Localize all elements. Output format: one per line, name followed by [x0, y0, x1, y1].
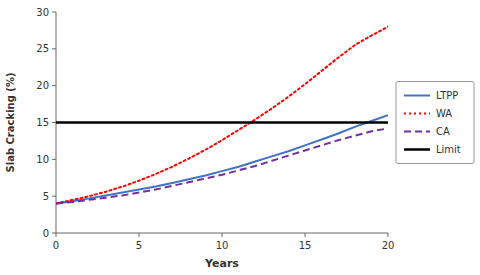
plot-marks [56, 27, 388, 204]
legend-frame [396, 82, 474, 164]
series-line [56, 115, 388, 203]
x-tick-label: 10 [216, 240, 229, 251]
y-axis-label: Slab Cracking (%) [5, 73, 16, 173]
x-tick [139, 233, 140, 237]
y-tick-label: 15 [36, 117, 49, 128]
x-tick-label: 5 [136, 240, 142, 251]
y-tick [52, 85, 56, 86]
legend-label: LTPP [436, 90, 458, 101]
legend-swatch [404, 95, 430, 97]
y-tick [52, 12, 56, 13]
axes: 0 5 10 15 20 0 5 10 15 20 25 30 [36, 7, 394, 252]
chart-container: 0 5 10 15 20 0 5 10 15 20 25 30 Years Slab Cracking (… [0, 0, 480, 275]
legend-swatch [404, 131, 430, 133]
x-tick [222, 233, 223, 237]
legend-swatch [404, 113, 430, 115]
legend-label: WA [436, 108, 452, 119]
x-tick-label: 0 [53, 240, 59, 251]
x-tick [305, 233, 306, 237]
y-tick [52, 122, 56, 123]
y-tick [52, 233, 56, 234]
y-tick-label: 10 [36, 154, 49, 165]
legend-label: CA [436, 126, 450, 137]
x-tick-label: 15 [299, 240, 312, 251]
x-tick-label: 20 [382, 240, 395, 251]
y-tick [52, 159, 56, 160]
y-tick [52, 196, 56, 197]
y-tick-label: 30 [36, 7, 49, 18]
series-line [56, 128, 388, 203]
y-tick-label: 0 [43, 228, 49, 239]
y-tick [52, 48, 56, 49]
page: {"chart_data": { "type": "line", "xlabel… [0, 0, 480, 275]
legend: LTPP WA CA Limit [396, 82, 474, 164]
y-tick-label: 20 [36, 80, 49, 91]
x-tick [388, 233, 389, 237]
limit-line [56, 121, 388, 124]
y-tick-label: 25 [36, 43, 49, 54]
legend-label: Limit [436, 144, 461, 155]
x-tick [56, 233, 57, 237]
series-line [56, 27, 388, 204]
y-tick-label: 5 [43, 191, 49, 202]
legend-swatch [404, 148, 430, 151]
x-axis-label: Years [204, 257, 239, 270]
chart-svg: 0 5 10 15 20 0 5 10 15 20 25 30 Years Slab Cracking (… [0, 0, 480, 275]
